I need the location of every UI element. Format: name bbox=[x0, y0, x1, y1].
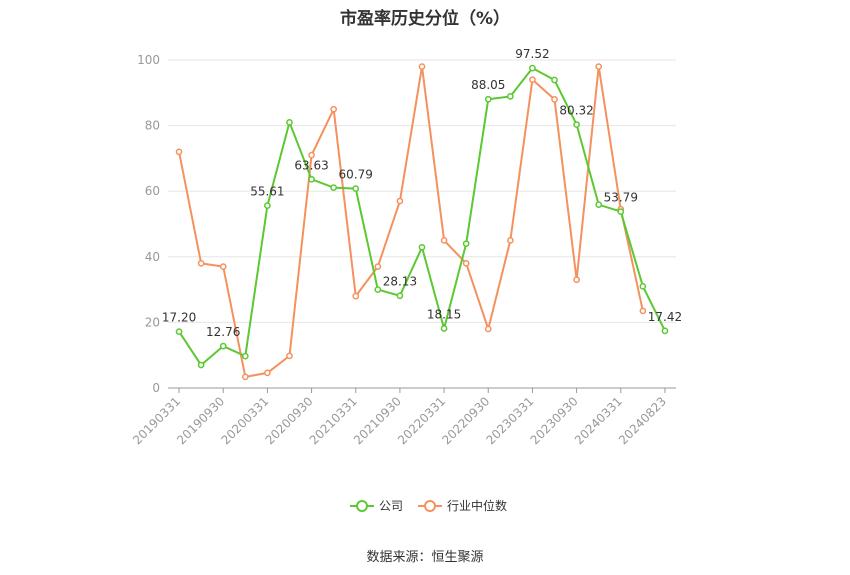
y-tick-label: 20 bbox=[145, 315, 160, 329]
data-point-industry-median bbox=[241, 373, 249, 381]
data-source-note: 数据来源：恒生聚源 bbox=[366, 550, 484, 565]
data-point-company bbox=[440, 325, 448, 332]
data-point-industry-median bbox=[484, 325, 492, 333]
data-point-industry-median bbox=[440, 237, 448, 244]
data-point-company bbox=[308, 175, 315, 183]
data-point-company bbox=[264, 202, 271, 209]
data-point-company bbox=[418, 243, 426, 251]
data-point-industry-median bbox=[308, 151, 315, 159]
data-label: 17.20 bbox=[162, 311, 196, 325]
legend-item-industry-median: 行业中位数 bbox=[418, 498, 507, 513]
y-tick-label: 100 bbox=[137, 53, 160, 67]
data-point-industry-median bbox=[396, 197, 404, 205]
data-point-industry-median bbox=[330, 105, 338, 113]
legend-label: 公司 bbox=[379, 499, 403, 513]
data-label: 80.32 bbox=[559, 104, 593, 118]
data-point-company bbox=[661, 327, 669, 335]
data-label: 88.05 bbox=[471, 78, 505, 92]
data-point-industry-median bbox=[595, 63, 603, 70]
data-point-company bbox=[219, 342, 227, 350]
data-point-industry-median bbox=[197, 260, 205, 267]
y-tick-label: 0 bbox=[152, 381, 160, 395]
data-point-company bbox=[617, 208, 625, 215]
data-label: 97.52 bbox=[515, 47, 549, 61]
data-point-industry-median bbox=[551, 96, 558, 103]
x-tick-label: 20240823 bbox=[616, 394, 669, 447]
y-tick-label: 80 bbox=[145, 119, 160, 133]
data-point-company bbox=[595, 201, 603, 208]
data-point-industry-median bbox=[418, 63, 426, 70]
data-label: 12.76 bbox=[206, 325, 240, 339]
data-point-company bbox=[330, 184, 338, 191]
chart-title: 市盈率历史分位（%） bbox=[339, 9, 511, 29]
data-point-company bbox=[396, 292, 404, 300]
data-point-company bbox=[374, 286, 382, 293]
data-point-industry-median bbox=[639, 307, 647, 315]
data-point-company bbox=[197, 361, 205, 369]
data-point-industry-median bbox=[175, 148, 183, 156]
y-tick-label: 40 bbox=[145, 250, 160, 264]
legend-item-company: 公司 bbox=[350, 499, 403, 513]
data-point-industry-median bbox=[506, 237, 514, 244]
data-point-company bbox=[529, 64, 536, 72]
data-label: 17.42 bbox=[648, 310, 682, 324]
data-point-company bbox=[551, 76, 558, 84]
data-label: 55.61 bbox=[250, 185, 284, 199]
data-point-industry-median bbox=[219, 263, 227, 270]
y-tick-label: 60 bbox=[145, 184, 160, 198]
data-point-industry-median bbox=[286, 352, 293, 360]
data-point-industry-median bbox=[529, 76, 536, 84]
data-point-industry-median bbox=[374, 263, 382, 270]
data-label: 18.15 bbox=[427, 307, 461, 321]
data-point-company bbox=[286, 118, 293, 126]
data-point-industry-median bbox=[264, 369, 271, 377]
data-point-industry-median bbox=[352, 292, 360, 300]
data-point-company bbox=[573, 121, 580, 128]
data-label: 60.79 bbox=[339, 168, 373, 182]
legend-marker bbox=[424, 500, 436, 512]
data-point-company bbox=[352, 185, 360, 192]
data-label: 53.79 bbox=[604, 191, 638, 205]
data-point-company bbox=[175, 328, 183, 335]
data-point-company bbox=[639, 282, 647, 290]
data-point-company bbox=[462, 240, 470, 248]
data-point-industry-median bbox=[573, 276, 580, 284]
data-point-industry-median bbox=[462, 260, 470, 267]
data-point-company bbox=[241, 352, 249, 360]
data-point-company bbox=[506, 93, 514, 100]
legend-label: 行业中位数 bbox=[447, 498, 507, 513]
legend-marker bbox=[356, 500, 368, 512]
data-point-company bbox=[484, 95, 492, 103]
series-line-industry-median bbox=[178, 65, 644, 378]
data-label: 63.63 bbox=[294, 158, 328, 172]
data-label: 28.13 bbox=[383, 275, 417, 289]
